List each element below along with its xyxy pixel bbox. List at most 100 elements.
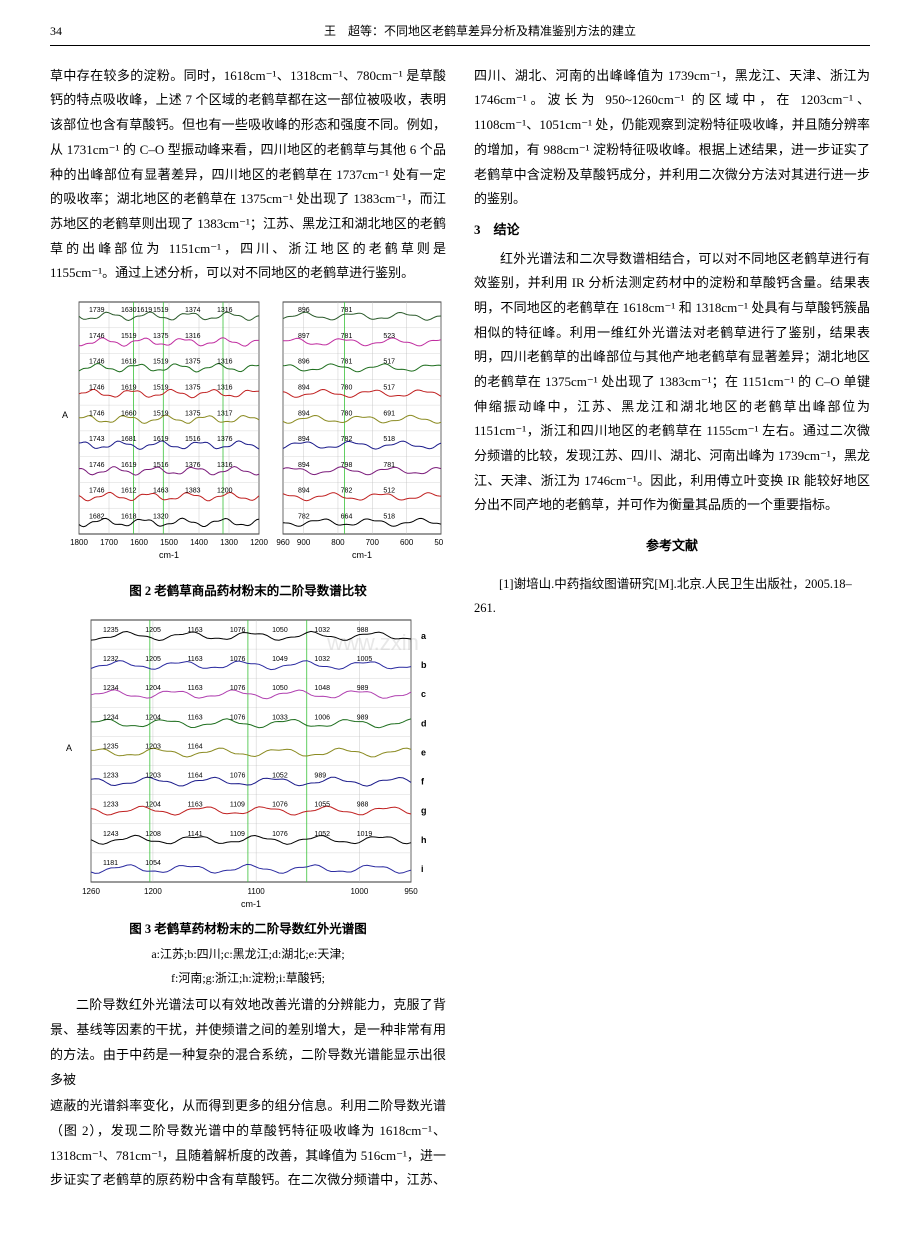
- svg-text:1619: 1619: [153, 436, 169, 443]
- svg-text:1006: 1006: [314, 714, 330, 721]
- svg-text:780: 780: [341, 410, 353, 417]
- svg-text:1316: 1316: [217, 462, 233, 469]
- svg-text:1300: 1300: [220, 538, 238, 547]
- svg-text:781: 781: [383, 462, 395, 469]
- svg-text:1163: 1163: [188, 685, 203, 692]
- figure-3-subcaption-1: a:江苏;b:四川;c:黑龙江;d:湖北;e:天津;: [50, 945, 446, 963]
- para-l1: 草中存在较多的淀粉。同时，1618cm⁻¹、1318cm⁻¹、780cm⁻¹ 是…: [50, 64, 446, 286]
- svg-text:500: 500: [434, 538, 443, 547]
- svg-text:1375: 1375: [185, 384, 201, 391]
- svg-text:894: 894: [298, 436, 310, 443]
- svg-text:1033: 1033: [272, 714, 288, 721]
- svg-text:782: 782: [341, 488, 353, 495]
- svg-text:517: 517: [383, 359, 395, 366]
- svg-text:600: 600: [400, 538, 414, 547]
- svg-text:1500: 1500: [160, 538, 178, 547]
- svg-text:1203: 1203: [145, 743, 161, 750]
- svg-text:b: b: [421, 660, 427, 670]
- svg-text:798: 798: [341, 462, 353, 469]
- svg-text:1055: 1055: [314, 801, 330, 808]
- figure-2-caption: 图 2 老鹤草商品药材粉末的二阶导数谱比较: [50, 580, 446, 604]
- svg-text:894: 894: [298, 384, 310, 391]
- svg-text:1076: 1076: [230, 714, 246, 721]
- svg-text:1519: 1519: [153, 359, 169, 366]
- svg-text:1048: 1048: [314, 685, 330, 692]
- svg-text:1463: 1463: [153, 488, 169, 495]
- svg-text:1109: 1109: [230, 801, 245, 808]
- svg-text:1204: 1204: [145, 714, 161, 721]
- svg-text:1052: 1052: [272, 772, 288, 779]
- svg-text:1032: 1032: [314, 627, 330, 634]
- svg-text:1618: 1618: [121, 513, 137, 520]
- svg-text:900: 900: [297, 538, 311, 547]
- svg-text:1316: 1316: [217, 384, 233, 391]
- svg-text:1519: 1519: [153, 307, 169, 314]
- svg-text:1076: 1076: [230, 627, 246, 634]
- svg-text:1700: 1700: [100, 538, 118, 547]
- svg-text:1317: 1317: [217, 410, 233, 417]
- svg-text:700: 700: [366, 538, 380, 547]
- svg-text:1163: 1163: [188, 714, 203, 721]
- svg-text:1203: 1203: [145, 772, 161, 779]
- svg-text:512: 512: [383, 488, 395, 495]
- svg-text:1260: 1260: [82, 887, 100, 896]
- svg-text:897: 897: [298, 333, 310, 340]
- svg-text:781: 781: [341, 359, 353, 366]
- svg-text:1232: 1232: [103, 656, 119, 663]
- svg-text:1076: 1076: [230, 685, 246, 692]
- svg-text:1746: 1746: [89, 359, 105, 366]
- svg-text:d: d: [421, 718, 427, 728]
- svg-text:1164: 1164: [188, 743, 203, 750]
- svg-text:1233: 1233: [103, 801, 119, 808]
- svg-text:1234: 1234: [103, 685, 119, 692]
- svg-text:1746: 1746: [89, 462, 105, 469]
- svg-text:1619: 1619: [121, 462, 137, 469]
- svg-text:1376: 1376: [217, 436, 233, 443]
- figure-2: 1800170016001500140013001200cm-196090080…: [50, 294, 446, 574]
- svg-text:1181: 1181: [103, 860, 118, 867]
- svg-text:1208: 1208: [145, 831, 161, 838]
- svg-text:1200: 1200: [144, 887, 162, 896]
- svg-text:1000: 1000: [350, 887, 368, 896]
- svg-text:523: 523: [383, 333, 395, 340]
- svg-text:1243: 1243: [103, 831, 119, 838]
- svg-text:1141: 1141: [188, 831, 203, 838]
- running-title: 王 超等：不同地区老鹤草差异分析及精准鉴别方法的建立: [90, 20, 870, 43]
- svg-text:1205: 1205: [145, 627, 161, 634]
- svg-text:1746: 1746: [89, 333, 105, 340]
- svg-text:989: 989: [357, 685, 369, 692]
- svg-text:1316: 1316: [217, 359, 233, 366]
- svg-text:1800: 1800: [70, 538, 88, 547]
- svg-text:1746: 1746: [89, 488, 105, 495]
- svg-text:518: 518: [383, 513, 395, 520]
- svg-text:1519: 1519: [153, 410, 169, 417]
- svg-text:cm-1: cm-1: [352, 550, 372, 560]
- figure-2-svg: 1800170016001500140013001200cm-196090080…: [53, 294, 443, 574]
- svg-text:894: 894: [298, 410, 310, 417]
- svg-text:1316: 1316: [185, 333, 201, 340]
- svg-text:800: 800: [331, 538, 345, 547]
- svg-text:1316: 1316: [217, 307, 233, 314]
- svg-text:1233: 1233: [103, 772, 119, 779]
- svg-text:1032: 1032: [314, 656, 330, 663]
- svg-text:894: 894: [298, 488, 310, 495]
- svg-text:1619: 1619: [121, 384, 137, 391]
- svg-text:989: 989: [314, 772, 326, 779]
- page-number: 34: [50, 20, 90, 43]
- svg-text:1234: 1234: [103, 714, 119, 721]
- svg-text:960: 960: [276, 538, 290, 547]
- svg-text:c: c: [421, 689, 426, 699]
- svg-text:1383: 1383: [185, 488, 201, 495]
- svg-text:1163: 1163: [188, 627, 203, 634]
- svg-text:1052: 1052: [314, 831, 330, 838]
- figure-3: www.zxin1260120011001000950cm-1Aa1235120…: [50, 612, 446, 912]
- svg-text:1618: 1618: [121, 359, 137, 366]
- section-3-heading: 3 结论: [474, 218, 870, 243]
- svg-text:988: 988: [357, 627, 369, 634]
- svg-text:1320: 1320: [153, 513, 169, 520]
- svg-text:950: 950: [404, 887, 418, 896]
- svg-text:1400: 1400: [190, 538, 208, 547]
- svg-text:781: 781: [341, 307, 353, 314]
- svg-text:1163: 1163: [188, 801, 203, 808]
- svg-text:1076: 1076: [272, 801, 288, 808]
